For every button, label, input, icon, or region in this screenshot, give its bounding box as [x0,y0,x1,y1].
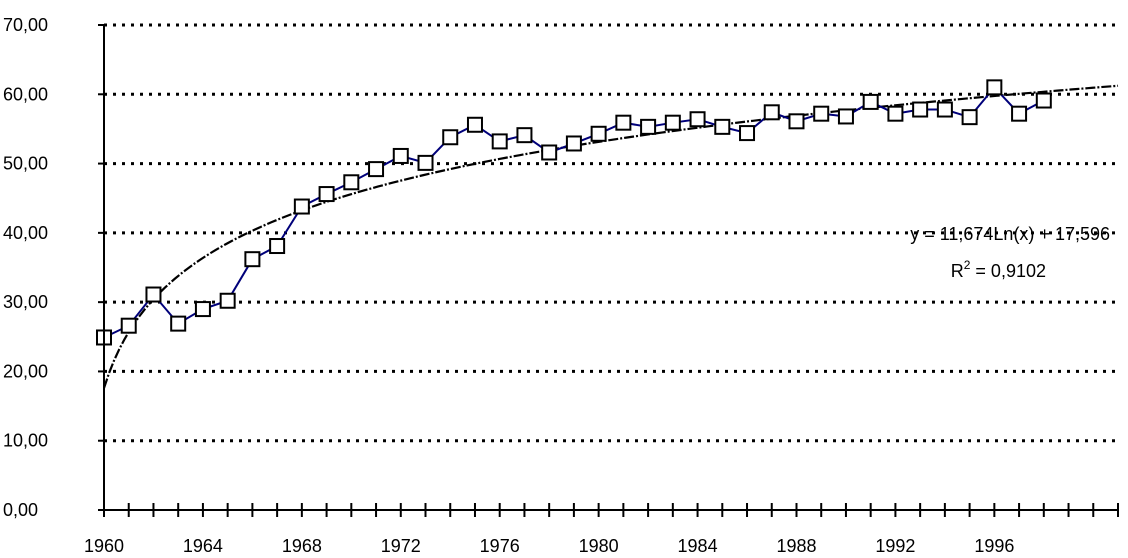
data-point [862,93,879,110]
data-point [590,125,607,142]
x-tick-label: 1980 [579,536,619,556]
y-tick-label: 20,00 [3,361,48,381]
trendline [102,84,1119,389]
data-point [763,104,780,121]
x-tick-label: 1996 [974,536,1014,556]
data-point [788,113,805,130]
data-point [739,125,756,142]
data-point [244,251,261,268]
axes [98,24,1119,517]
data-point [120,317,137,334]
y-axis-tick-labels: 0,00 10,00 20,00 30,00 40,00 50,00 60,00 70,00 [3,15,48,520]
data-point [615,114,632,131]
data-point [516,127,533,144]
data-point [1011,105,1028,122]
gridlines [104,23,1118,443]
data-point [318,186,335,203]
x-axis-tick-labels: 1960 1964 1968 1972 1976 1980 1984 1988 1992 1996 [84,536,1014,556]
r2-superscript: 2 [964,258,971,272]
y-tick-label: 70,00 [3,15,48,35]
data-point [466,116,483,133]
x-tick-label: 1972 [381,536,421,556]
y-tick-label: 0,00 [3,500,38,520]
data-point [936,101,953,118]
data-point [219,292,236,309]
y-tick-label: 50,00 [3,154,48,174]
data-point [714,118,731,135]
trendline-r2: R2 = 0,9102 [951,258,1046,281]
data-point [368,161,385,178]
x-tick-label: 1964 [183,536,223,556]
x-tick-label: 1992 [875,536,915,556]
data-point [689,111,706,128]
x-tick-label: 1960 [84,536,124,556]
data-point [417,154,434,171]
data-point [640,118,657,135]
data-point [837,108,854,125]
trendline-equation: y = 11,674Ln(x) + 17,596 [910,224,1110,244]
data-point [565,135,582,152]
data-point [986,79,1003,96]
r2-prefix: R [951,261,964,281]
data-point [541,144,558,161]
x-tick-label: 1988 [776,536,816,556]
data-point [343,174,360,191]
series-line [103,85,1045,339]
data-point [961,109,978,126]
r2-value: = 0,9102 [970,261,1046,281]
x-tick-label: 1984 [678,536,718,556]
data-point [269,238,286,255]
data-point [912,101,929,118]
series-group [96,79,1052,346]
data-point [442,129,459,146]
data-point [813,105,830,122]
x-tick-label: 1968 [282,536,322,556]
trendline-group [102,84,1119,389]
data-point [664,114,681,131]
y-tick-label: 10,00 [3,431,48,451]
data-point [491,133,508,150]
x-tick-label: 1976 [480,536,520,556]
data-point [194,301,211,318]
y-tick-label: 30,00 [3,292,48,312]
y-tick-label: 40,00 [3,223,48,243]
data-point [145,286,162,303]
y-tick-label: 60,00 [3,84,48,104]
data-point [887,105,904,122]
data-point [1035,92,1052,109]
data-point [293,198,310,215]
data-point [170,315,187,332]
data-point [392,147,409,164]
